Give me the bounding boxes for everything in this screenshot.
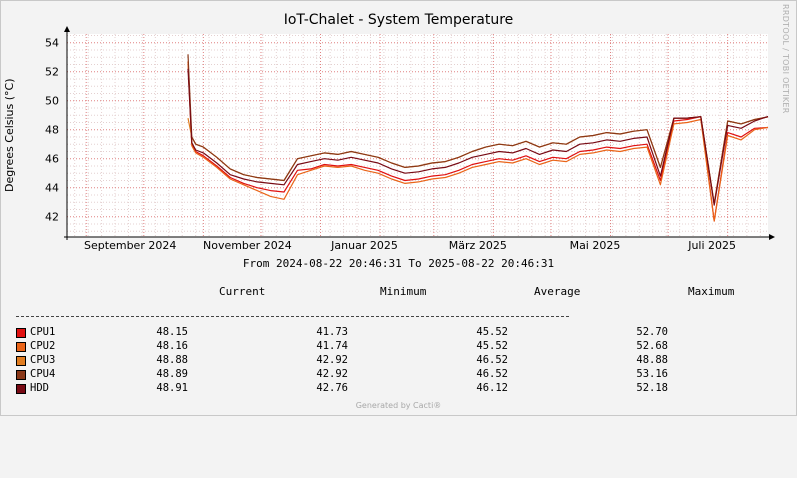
legend-average-value: 45.52 (476, 326, 508, 338)
legend-minimum-value: 41.73 (316, 326, 348, 338)
x-tick-label: Januar 2025 (330, 239, 398, 252)
legend-swatch (16, 384, 26, 394)
rrdtool-watermark: RRDTOOL / TOBI OETIKER (781, 4, 790, 114)
x-tick-label: September 2024 (84, 239, 176, 252)
legend-average-value: 46.12 (476, 382, 508, 394)
plot-background (67, 34, 768, 237)
y-tick-label: 44 (45, 182, 59, 195)
legend-current-value: 48.15 (156, 326, 188, 338)
series-line-cpu4 (187, 54, 769, 205)
legend-minimum-value: 41.74 (316, 340, 348, 352)
chart-plot: 42 44 46 48 50 52 54 September 2024 November 20… (45, 26, 775, 252)
legend-header-current: Current (219, 285, 266, 298)
legend-current-value: 48.88 (156, 354, 188, 366)
x-tick-label: Juli 2025 (687, 239, 736, 252)
legend-swatch (16, 328, 26, 338)
legend-row-cpu1: CPU1 48.15 41.73 45.52 52.70 (16, 326, 668, 339)
y-tick-label: 54 (45, 37, 59, 50)
legend-header-maximum: Maximum (688, 285, 735, 298)
chart-title: IoT-Chalet - System Temperature (283, 12, 514, 28)
legend-divider (16, 316, 569, 317)
legend-average-value: 45.52 (476, 340, 508, 352)
legend-maximum-value: 52.18 (636, 382, 668, 394)
axes (64, 26, 775, 240)
series-line-cpu2 (187, 61, 769, 222)
legend-minimum-value: 42.92 (316, 354, 348, 366)
legend-minimum-value: 42.76 (316, 382, 348, 394)
legend-swatch (16, 342, 26, 352)
legend-maximum-value: 48.88 (636, 354, 668, 366)
y-tick-label: 48 (45, 124, 59, 137)
legend-current-value: 48.89 (156, 368, 188, 380)
legend-series-name: CPU3 (30, 354, 56, 366)
series-line-cpu1 (187, 61, 769, 222)
legend-maximum-value: 52.68 (636, 340, 668, 352)
y-tick-label: 52 (45, 66, 59, 79)
major-grid (67, 34, 768, 237)
legend-current-value: 48.91 (156, 382, 188, 394)
x-tick-label: März 2025 (449, 239, 507, 252)
legend-maximum-value: 52.70 (636, 326, 668, 338)
series-layer (187, 54, 769, 222)
y-tick-labels: 42 44 46 48 50 52 54 (45, 37, 59, 224)
legend-series-name: CPU4 (30, 368, 56, 380)
legend-swatch (16, 356, 26, 366)
y-tick-label: 42 (45, 211, 59, 224)
minor-grid (67, 34, 768, 237)
legend-header-minimum: Minimum (380, 285, 427, 298)
generated-by-footer: Generated by Cacti® (355, 401, 442, 410)
legend-row-hdd: HDD 48.91 42.76 46.12 52.18 (16, 382, 668, 395)
legend-current-value: 48.16 (156, 340, 188, 352)
legend-series-name: CPU1 (30, 326, 56, 338)
y-axis-arrow (64, 26, 70, 32)
legend-series-name: HDD (30, 382, 49, 394)
legend-row-cpu2: CPU2 48.16 41.74 45.52 52.68 (16, 340, 668, 353)
y-tick-label: 46 (45, 153, 59, 166)
time-range-text: From 2024-08-22 20:46:31 To 2025-08-22 2… (242, 257, 555, 270)
legend-row-cpu3: CPU3 48.88 42.92 46.52 48.88 (16, 354, 668, 367)
legend-average-value: 46.52 (476, 368, 508, 380)
x-axis-arrow (769, 234, 775, 240)
legend-minimum-value: 42.92 (316, 368, 348, 380)
x-tick-label: Mai 2025 (570, 239, 621, 252)
legend-header-average: Average (534, 285, 581, 298)
legend-average-value: 46.52 (476, 354, 508, 366)
legend-swatch (16, 370, 26, 380)
x-tick-labels: September 2024 November 2024 Januar 2025 Mä… (84, 239, 736, 252)
legend-maximum-value: 53.16 (636, 368, 668, 380)
series-line-hdd (187, 68, 769, 206)
legend-series-name: CPU2 (30, 340, 56, 352)
x-tick-label: November 2024 (203, 239, 292, 252)
y-tick-label: 50 (45, 95, 59, 108)
legend-row-cpu4: CPU4 48.89 42.92 46.52 53.16 (16, 368, 668, 381)
